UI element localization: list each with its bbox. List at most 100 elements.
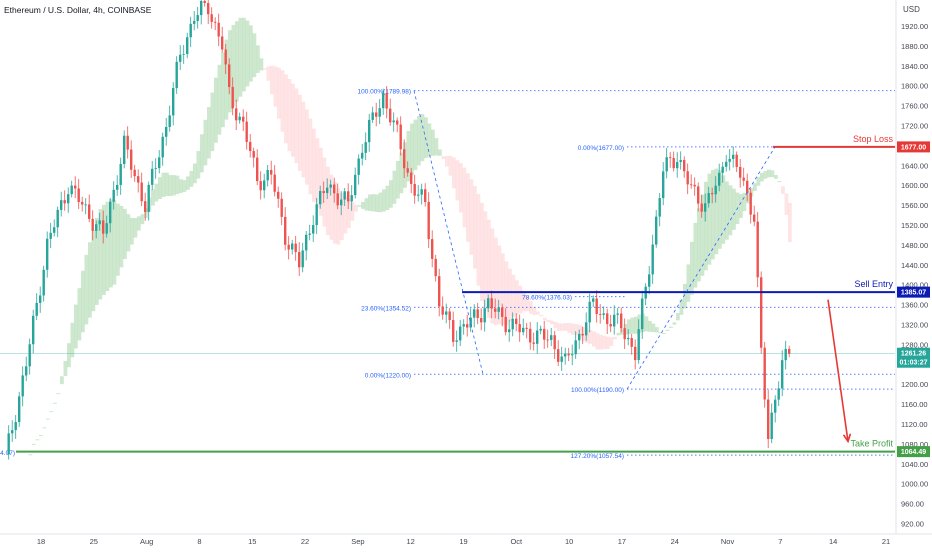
cloud-segment [560, 323, 565, 331]
price-tick-label: 1280.00 [901, 340, 928, 349]
cloud-segment [781, 186, 785, 194]
candle-body [277, 191, 280, 199]
cloud-segment [84, 254, 89, 325]
candle-body [613, 314, 616, 327]
cloud-segment [725, 181, 729, 240]
candle-body [291, 243, 294, 250]
candle-body [361, 152, 364, 159]
candle-body [756, 221, 759, 278]
candle-body [305, 234, 308, 251]
cloud-segment [462, 167, 467, 228]
candle-body [441, 306, 444, 315]
candle-body [116, 184, 119, 190]
candle-body [518, 324, 521, 333]
time-tick-label: Nov [721, 537, 735, 546]
cloud-segment [298, 94, 302, 171]
cloud-segment [186, 176, 190, 190]
candle-body [651, 244, 654, 275]
candle-body [21, 375, 24, 397]
annotations [413, 90, 852, 444]
candle-body [322, 191, 325, 194]
price-tick-label: 1760.00 [901, 102, 928, 111]
candle-body [763, 347, 766, 400]
candle-body [98, 220, 101, 225]
cloud-segment [434, 138, 439, 156]
candle-body [469, 317, 472, 328]
candle-body [95, 224, 98, 231]
candle-body [522, 327, 525, 333]
candle-body [172, 88, 175, 116]
cloud-segment [357, 205, 362, 207]
candle-body [581, 333, 584, 336]
candle-body [221, 36, 224, 50]
time-tick-label: 10 [565, 537, 573, 546]
candle-body [109, 201, 112, 224]
cloud-segment [574, 323, 579, 336]
price-tick-label: 1360.00 [901, 301, 928, 310]
price-tag-text: 1677.00 [901, 144, 926, 151]
candle-body [543, 328, 546, 340]
candle-body [193, 20, 196, 24]
candle-body [438, 276, 441, 307]
candle-body [200, 0, 203, 16]
candle-body [336, 193, 339, 206]
cloud-segment [497, 245, 502, 325]
cloud-segment [56, 393, 61, 395]
cloud-segment [396, 160, 400, 199]
cloud-segment [284, 74, 288, 144]
candle-body [648, 274, 651, 287]
candle-body [119, 163, 122, 185]
time-tick-label: 19 [459, 537, 467, 546]
cloud-segment [760, 172, 764, 182]
cloud-segment [326, 166, 330, 236]
cloud-segment [291, 83, 295, 157]
cloud-segment [690, 241, 694, 295]
candle-body [686, 171, 689, 185]
cloud-segment [259, 58, 264, 71]
cloud-segment [389, 180, 393, 208]
candle-body [753, 214, 756, 222]
candle-body [7, 433, 10, 455]
time-axis[interactable]: 18 25 Aug 8 15 22 Sep 12 19 Oct 10 17 24 Nov 7 14 21 [0, 533, 932, 546]
time-tick-label: Oct [510, 537, 523, 546]
cloud-segment [487, 219, 491, 318]
cloud-segment [308, 118, 313, 195]
candle-body [350, 195, 353, 202]
candle-body [501, 307, 504, 317]
candle-body [217, 22, 220, 37]
candle-body [144, 201, 147, 212]
candle-body [312, 225, 315, 234]
cloud-segment [546, 319, 551, 323]
candle-body [707, 193, 710, 204]
candle-body [88, 204, 91, 219]
cloud-segment [438, 149, 442, 156]
candle-body [483, 308, 486, 323]
candle-body [683, 159, 686, 172]
candle-body [735, 154, 738, 167]
cloud-segment [287, 79, 292, 152]
price-tick-label: 1440.00 [901, 261, 928, 270]
candle-body [413, 183, 416, 196]
price-tag-text: 1261.26 [901, 351, 926, 358]
candle-body [700, 203, 703, 212]
cloud-segment [102, 204, 106, 295]
cloud-segment [74, 304, 78, 349]
candle-body [340, 199, 343, 206]
cloud-segment [704, 181, 708, 271]
candle-body [112, 189, 115, 202]
cloud-segment [606, 336, 610, 349]
cloud-segment [105, 201, 110, 292]
candle-body [406, 168, 409, 173]
cloud-segment [669, 326, 673, 328]
cloud-segment [700, 194, 705, 276]
candle-body [382, 93, 385, 109]
fib-label: 0.00%(1677.00) [578, 145, 624, 152]
candle-body [609, 324, 612, 327]
cloud-segment [630, 317, 635, 334]
cloud-segment [686, 264, 691, 302]
candle-body [238, 116, 241, 121]
candle-body [571, 354, 574, 356]
